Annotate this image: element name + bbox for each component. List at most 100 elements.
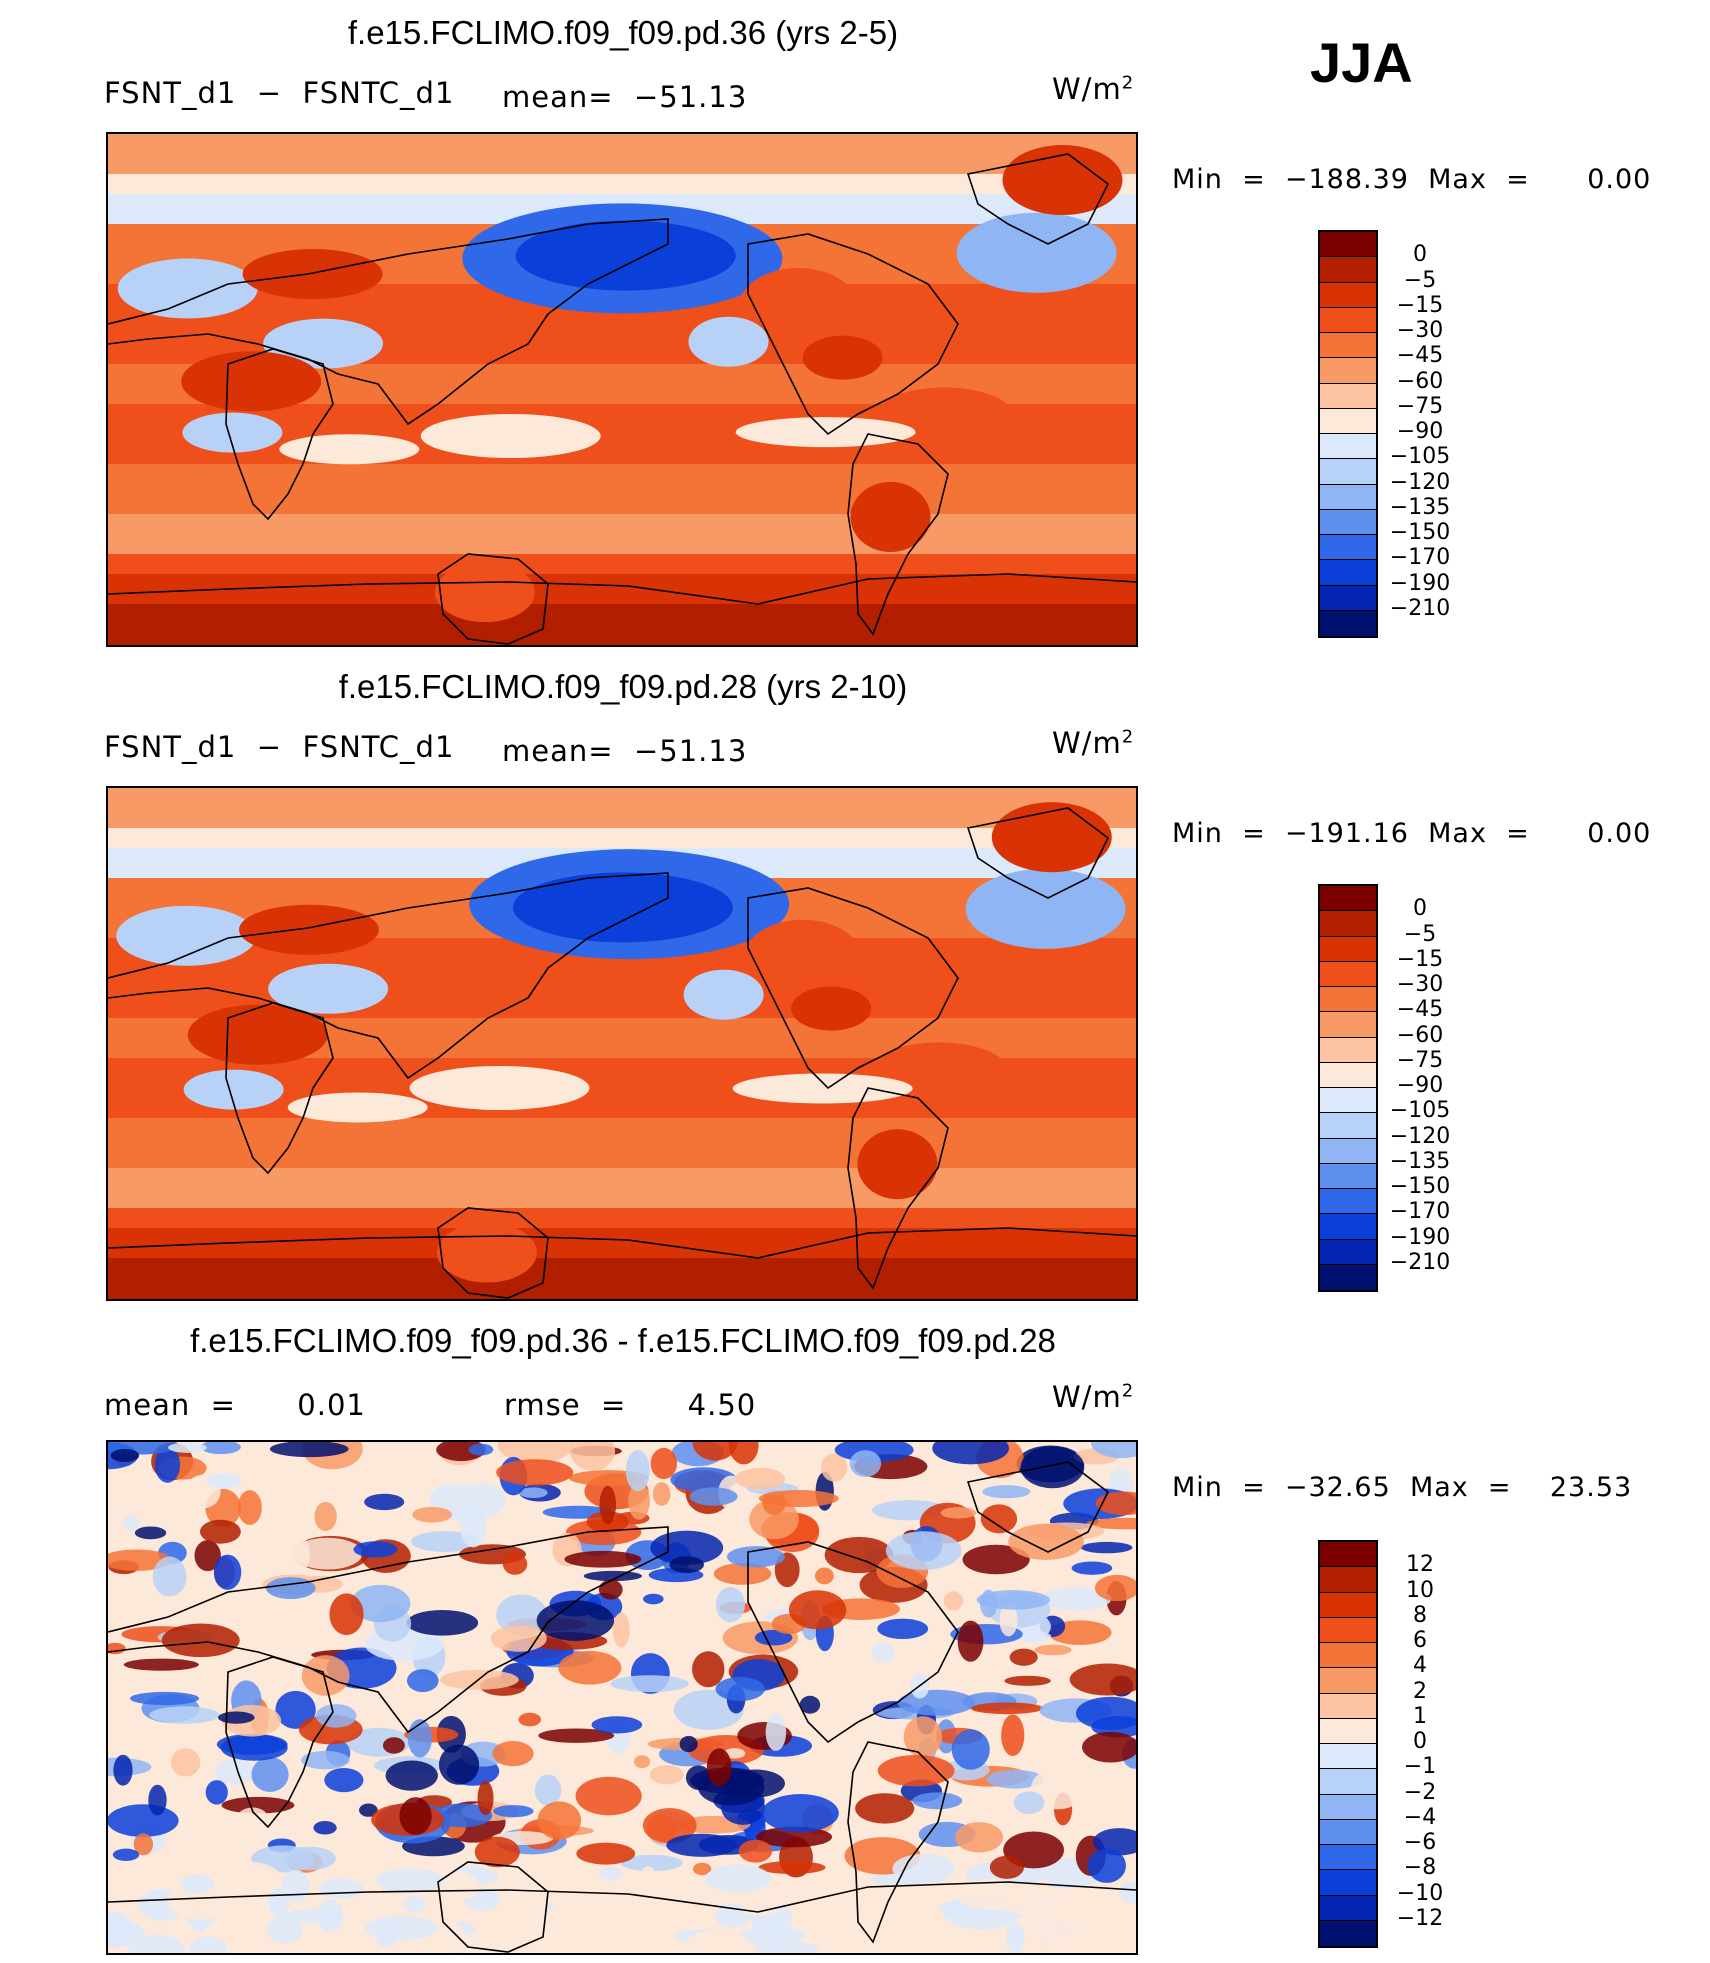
map-field-patch: [706, 1748, 732, 1787]
colorbar-tick-label: −150: [1389, 520, 1451, 545]
map-field-patch: [980, 1504, 1018, 1534]
colorbar-swatch: [1320, 509, 1376, 535]
coastline: [437, 553, 549, 645]
map-field-patch: [167, 1882, 234, 1920]
map-field-patch: [490, 1625, 547, 1652]
map-field-patch: [850, 482, 931, 553]
map-field-patch: [756, 1826, 833, 1848]
map-field-patch: [474, 1836, 520, 1868]
map-field-patch: [1092, 1828, 1136, 1856]
map-field-patch: [599, 1867, 623, 1881]
map-field-patch: [576, 1842, 636, 1865]
colorbar-swatch: [1320, 987, 1376, 1013]
map-field-patch: [154, 1447, 181, 1483]
colorbar-tick-label: 8: [1413, 1602, 1427, 1628]
map-field-patch: [666, 1833, 737, 1857]
map-field-patch: [492, 1741, 534, 1767]
map-field-patch: [148, 1784, 167, 1816]
colorbar-swatch: [1320, 1012, 1376, 1038]
colorbar-tick-label: −30: [1396, 972, 1444, 997]
map-field-patch: [364, 1493, 405, 1511]
colorbar-tick-label: −105: [1389, 1098, 1451, 1124]
map-band: [108, 828, 1136, 848]
map-field-patch: [170, 1748, 201, 1777]
map-field-patch: [518, 1712, 541, 1727]
map-band: [108, 788, 1136, 828]
map-field-patch: [801, 1887, 880, 1921]
colorbar-tick-label: −105: [1389, 444, 1451, 470]
colorbar-tick-label: −30: [1396, 318, 1444, 343]
map-field-patch: [1071, 1561, 1113, 1575]
panel-3-colorbar: [1318, 1540, 1378, 1948]
colorbar-tick-label: 6: [1413, 1628, 1427, 1653]
map-field-patch: [633, 1755, 651, 1769]
coastline: [437, 1861, 549, 1953]
map-field-patch: [814, 1567, 834, 1585]
map-field-patch: [572, 1759, 589, 1774]
panel-3-units-base: W/m: [1052, 1380, 1122, 1414]
map-field-patch: [849, 1450, 882, 1478]
map-field-patch: [1002, 145, 1123, 216]
map-field-patch: [650, 1447, 678, 1480]
colorbar-tick-label: −75: [1396, 1047, 1444, 1073]
map-field-patch: [1006, 1923, 1025, 1953]
map-field-patch: [412, 1506, 452, 1523]
coastline: [747, 887, 959, 1090]
map-field-patch: [986, 1769, 1044, 1789]
map-field-patch: [316, 1899, 344, 1932]
colorbar-swatch: [1320, 1189, 1376, 1215]
map-field-patch: [134, 1526, 167, 1540]
colorbar-tick-label: −135: [1389, 1148, 1451, 1174]
panel-2-colorbar: [1318, 884, 1378, 1292]
colorbar-tick-label: −170: [1389, 1199, 1451, 1225]
panel-3-rmse-label: rmse = 4.50: [504, 1388, 757, 1422]
panel-1-colorbar-labels: 0 −5 −15 −30 −45 −60 −75 −90 −105 −120 −135 −150 −17…: [1385, 230, 1455, 638]
map-field-patch: [329, 1593, 364, 1636]
map-field-patch: [989, 1855, 1024, 1879]
map-field-patch: [359, 1803, 378, 1817]
coastline: [437, 1207, 549, 1299]
map-field-patch: [112, 1848, 140, 1861]
map-field-patch: [123, 1658, 199, 1671]
map-field-patch: [194, 1540, 221, 1572]
map-field-patch: [956, 1878, 1030, 1911]
map-field-patch: [213, 1554, 242, 1590]
map-field-patch: [885, 1531, 962, 1570]
map-field-patch: [537, 1801, 582, 1840]
map-field-patch: [205, 1780, 228, 1805]
map-field-patch: [738, 1839, 773, 1863]
map-field-patch: [1001, 1714, 1025, 1757]
coastline-antarctica: [108, 573, 1136, 605]
map-band: [108, 1208, 1136, 1228]
coastline: [966, 153, 1110, 245]
colorbar-swatch: [1320, 560, 1376, 586]
map-field-patch: [1008, 1523, 1084, 1561]
map-field-patch: [324, 1767, 364, 1793]
map-field-patch: [187, 1004, 328, 1065]
colorbar-swatch: [1320, 358, 1376, 384]
map-field-patch: [558, 1650, 622, 1685]
coastline: [747, 1541, 959, 1744]
colorbar-tick-label: 12: [1406, 1552, 1434, 1578]
map-field-patch: [943, 1591, 964, 1611]
map-field-patch: [182, 412, 283, 453]
map-field-patch: [735, 1467, 786, 1490]
map-field-patch: [251, 1757, 289, 1793]
panel-3-colorbar-labels: 12 10 8 6 4 2 1 0 −1 −2 −4 −6 −8 −10 −12: [1385, 1540, 1455, 1948]
map-field-patch: [301, 1750, 350, 1770]
map-field-patch: [903, 1716, 943, 1758]
map-field-patch: [188, 1936, 228, 1953]
colorbar-tick-label: −45: [1396, 997, 1444, 1023]
map-field-patch: [468, 1443, 494, 1456]
map-field-patch: [460, 1507, 487, 1548]
panel-1-units-exponent: 2: [1121, 72, 1135, 94]
map-field-patch: [263, 318, 384, 369]
map-band: [108, 604, 1136, 645]
map-field-patch: [180, 1874, 214, 1894]
map-field-patch: [1027, 1909, 1092, 1946]
map-field-patch: [855, 1793, 915, 1824]
map-field-patch: [599, 1485, 617, 1525]
colorbar-tick-label: −120: [1389, 469, 1451, 495]
map-field-patch: [292, 1537, 363, 1570]
map-field-patch: [639, 1866, 657, 1894]
